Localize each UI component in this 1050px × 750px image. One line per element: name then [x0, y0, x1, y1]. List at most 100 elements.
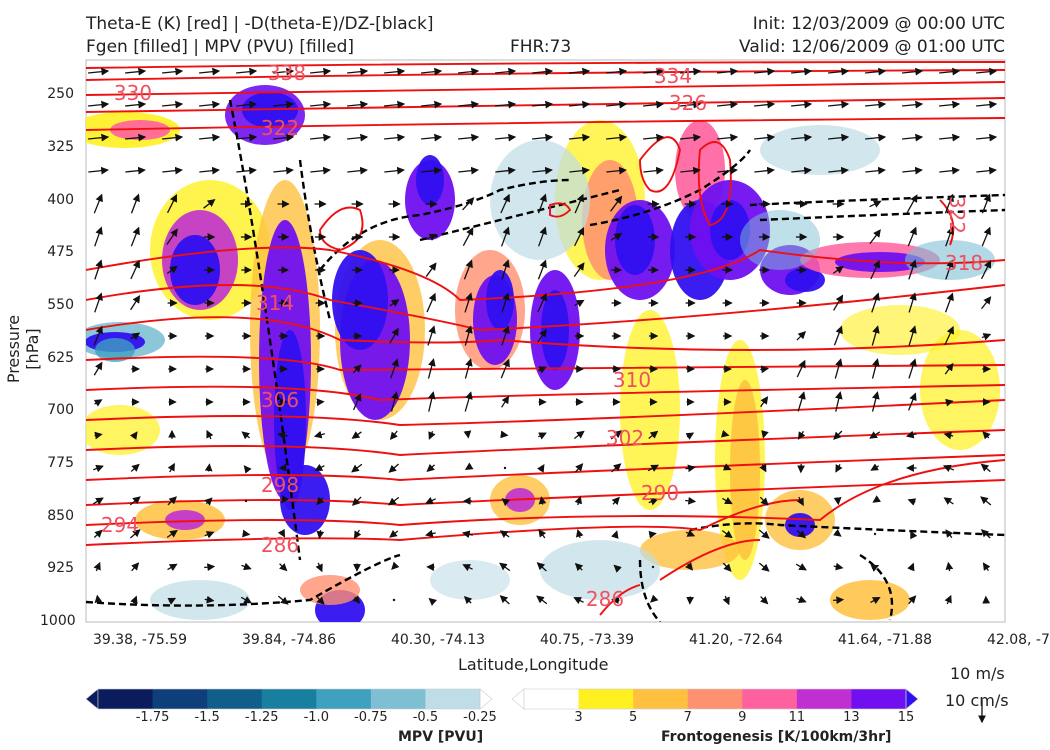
filled-region: [541, 290, 569, 370]
wind-vector: [795, 563, 807, 571]
wind-vector: [611, 530, 619, 539]
wind-vector: [167, 462, 175, 473]
wind-vector: [388, 463, 400, 473]
colorbar-segment: [687, 689, 743, 709]
wind-vector: [754, 133, 776, 142]
wind-vector: [310, 100, 332, 109]
wind-vector: [574, 495, 583, 506]
wind-vector: [93, 399, 103, 407]
wind-vector: [384, 100, 406, 109]
wind-vector: [236, 166, 257, 175]
mpv-colorbar-tick: -0.5: [412, 710, 439, 725]
wind-vector: [347, 133, 369, 142]
colorbar-segment: [578, 689, 634, 709]
wind-vector: [574, 193, 584, 214]
wind-vector: [130, 259, 140, 280]
wind-vector: [833, 430, 843, 440]
wind-vector: [569, 100, 591, 109]
wind-vector: [944, 362, 954, 375]
x-tick-label: 39.84, -74.86: [241, 632, 337, 648]
wind-vector: [982, 431, 991, 440]
wind-vector: [680, 67, 702, 76]
colorbar-segment: [316, 689, 372, 709]
colorbar-end: [85, 688, 99, 710]
wind-vector: [760, 396, 769, 408]
wind-vector: [315, 562, 323, 573]
mpv-colorbar-tick: -1.5: [194, 710, 220, 725]
wind-vector: [717, 67, 739, 76]
theta-e-contour: [549, 202, 572, 218]
wind-vector: [495, 133, 517, 142]
wind-vector: [277, 528, 286, 538]
wind-vector: [166, 193, 178, 214]
wind-vector: [643, 67, 665, 76]
y-axis-label: Pressure [hPa]: [4, 314, 42, 384]
fgen-colorbar-tick: 3: [574, 710, 583, 725]
wind-vector: [760, 596, 769, 605]
wind-vector: [981, 226, 991, 247]
filled-region: [416, 155, 444, 205]
wind-vector: [277, 595, 289, 605]
wind-vector: [796, 331, 807, 341]
wind-vector: [532, 67, 554, 76]
theta-e-contour: [86, 454, 1005, 481]
y-tick-label: 325: [47, 138, 74, 155]
wind-vector: [796, 529, 806, 539]
wind-vector: [130, 193, 140, 214]
contour-label: 314: [256, 291, 294, 315]
colorbar-segment: [796, 689, 852, 709]
filled-region: [785, 268, 825, 292]
wind-vector: [464, 462, 474, 470]
wind-vector: [384, 67, 406, 76]
chart-title-line-2: Fgen [filled] | MPV (PVU) [filled]: [86, 37, 355, 57]
y-tick-label: 1000: [40, 613, 76, 629]
theta-e-contour: [86, 459, 1005, 526]
wind-vector: [347, 67, 369, 76]
y-tick-label: 625: [47, 349, 74, 366]
wind-vector: [351, 463, 363, 473]
wind-vector: [391, 561, 400, 570]
wind-vector: [980, 463, 991, 473]
contour-label: 310: [613, 368, 651, 392]
wind-vector: [908, 292, 917, 313]
wind-vector: [281, 494, 289, 504]
wind-vector: [537, 259, 547, 280]
wind-vector: [503, 466, 507, 470]
wind-vector: [976, 67, 998, 76]
wind-vector: [944, 325, 954, 346]
colorbar-segment: [261, 689, 317, 709]
wind-vector: [902, 67, 924, 76]
wind-vector: [310, 133, 332, 142]
wind-vector: [828, 133, 850, 142]
init-time: Init: 12/03/2009 @ 00:00 UTC: [752, 14, 1005, 34]
y-tick-label: 925: [47, 560, 74, 577]
stability-contour: [749, 193, 1005, 207]
y-tick-label: 250: [47, 86, 74, 103]
colorbar-segment: [524, 689, 580, 709]
wind-vector: [464, 325, 473, 346]
filled-region: [620, 310, 680, 510]
wind-vector: [905, 430, 917, 439]
wind-vector: [680, 100, 702, 109]
mpv-colorbar: [85, 688, 493, 710]
vector-ref-vertical: 10 cm/s: [945, 691, 1009, 710]
filled-region: [615, 205, 655, 275]
wind-vector: [88, 67, 110, 76]
wind-vector: [427, 391, 436, 412]
wind-vector: [945, 529, 954, 539]
theta-e-contour: [697, 141, 732, 227]
wind-vectors: [88, 67, 998, 606]
theta-e-contour: [86, 61, 1005, 69]
wind-vector: [569, 133, 591, 142]
x-tick-label: 41.20, -72.64: [688, 632, 784, 648]
wind-vector: [942, 464, 955, 473]
mpv-colorbar-tick: -0.75: [354, 710, 388, 725]
contour-label: 294: [101, 513, 139, 537]
filled-region: [332, 250, 388, 350]
contour-label: 302: [606, 426, 644, 450]
wind-vector: [353, 392, 362, 411]
colorbar-end: [511, 688, 525, 710]
wind-vector: [721, 429, 730, 438]
wind-vector: [606, 67, 628, 76]
